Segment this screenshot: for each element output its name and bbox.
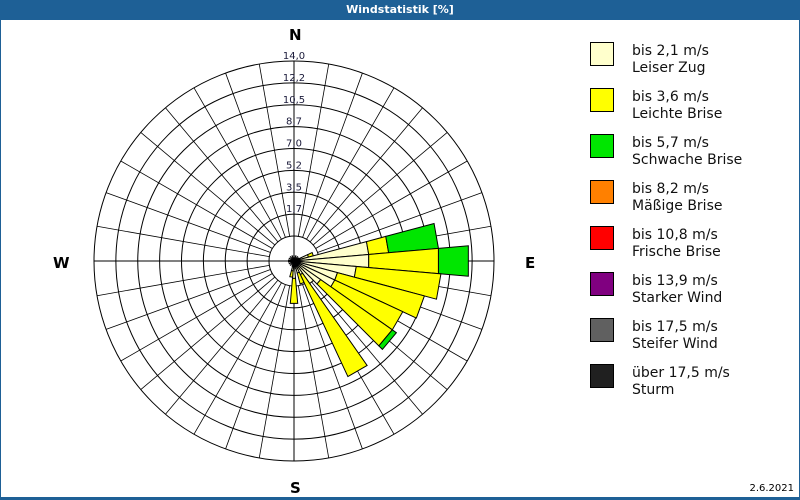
compass-north-label: N <box>289 26 302 44</box>
wind-bar-segment <box>385 222 440 254</box>
radial-tick-label: 7,0 <box>286 139 302 150</box>
radial-tick-label: 14,0 <box>283 51 305 62</box>
legend-speed: bis 2,1 m/s <box>632 43 709 59</box>
wind-bar-segment <box>353 265 442 300</box>
radial-tick-label: 8,7 <box>286 117 302 128</box>
legend-swatch <box>590 226 614 250</box>
legend-name: Leichte Brise <box>632 106 723 122</box>
legend-swatch <box>590 180 614 204</box>
legend-name: Steifer Wind <box>632 336 718 352</box>
wind-bar-segment <box>437 245 469 277</box>
legend-speed: bis 10,8 m/s <box>632 227 718 243</box>
legend-swatch <box>590 318 614 342</box>
legend-swatch <box>590 42 614 66</box>
bottom-border <box>0 497 800 500</box>
legend-name: Mäßige Brise <box>632 198 723 214</box>
radial-tick-label: 1,7 <box>286 204 302 215</box>
legend-speed: bis 13,9 m/s <box>632 273 718 289</box>
wind-bar-segment <box>334 272 426 319</box>
legend-swatch <box>590 364 614 388</box>
legend-name: Schwache Brise <box>632 152 743 168</box>
wind-bar-segment <box>296 271 305 285</box>
legend-name: Sturm <box>632 382 675 398</box>
date-label: 2.6.2021 <box>749 483 794 494</box>
radial-tick-label: 5,2 <box>286 160 302 171</box>
radial-tick-label: 10,5 <box>283 95 305 106</box>
wind-bar-segment <box>365 235 390 256</box>
legend-speed: bis 3,6 m/s <box>632 89 709 105</box>
window-title: Windstatistik [%] <box>0 0 800 20</box>
compass-west-label: W <box>53 254 70 272</box>
radial-tick-label: 3,5 <box>286 182 302 193</box>
compass-east-label: E <box>525 254 536 272</box>
legend-swatch <box>590 272 614 296</box>
wind-bar-segment <box>378 329 398 351</box>
legend-name: Leiser Zug <box>632 60 706 76</box>
legend-speed: über 17,5 m/s <box>632 365 730 381</box>
radial-tick-label: 12,2 <box>283 73 305 84</box>
legend-speed: bis 5,7 m/s <box>632 135 709 151</box>
legend-name: Starker Wind <box>632 290 723 306</box>
legend-name: Frische Brise <box>632 244 721 260</box>
wind-bar-segment <box>289 270 294 278</box>
compass-south-label: S <box>290 479 301 497</box>
wind-bar-segment <box>299 272 368 378</box>
legend-speed: bis 17,5 m/s <box>632 319 718 335</box>
legend-swatch <box>590 134 614 158</box>
legend-speed: bis 8,2 m/s <box>632 181 709 197</box>
legend-swatch <box>590 88 614 112</box>
wind-bar-segment <box>289 277 299 304</box>
